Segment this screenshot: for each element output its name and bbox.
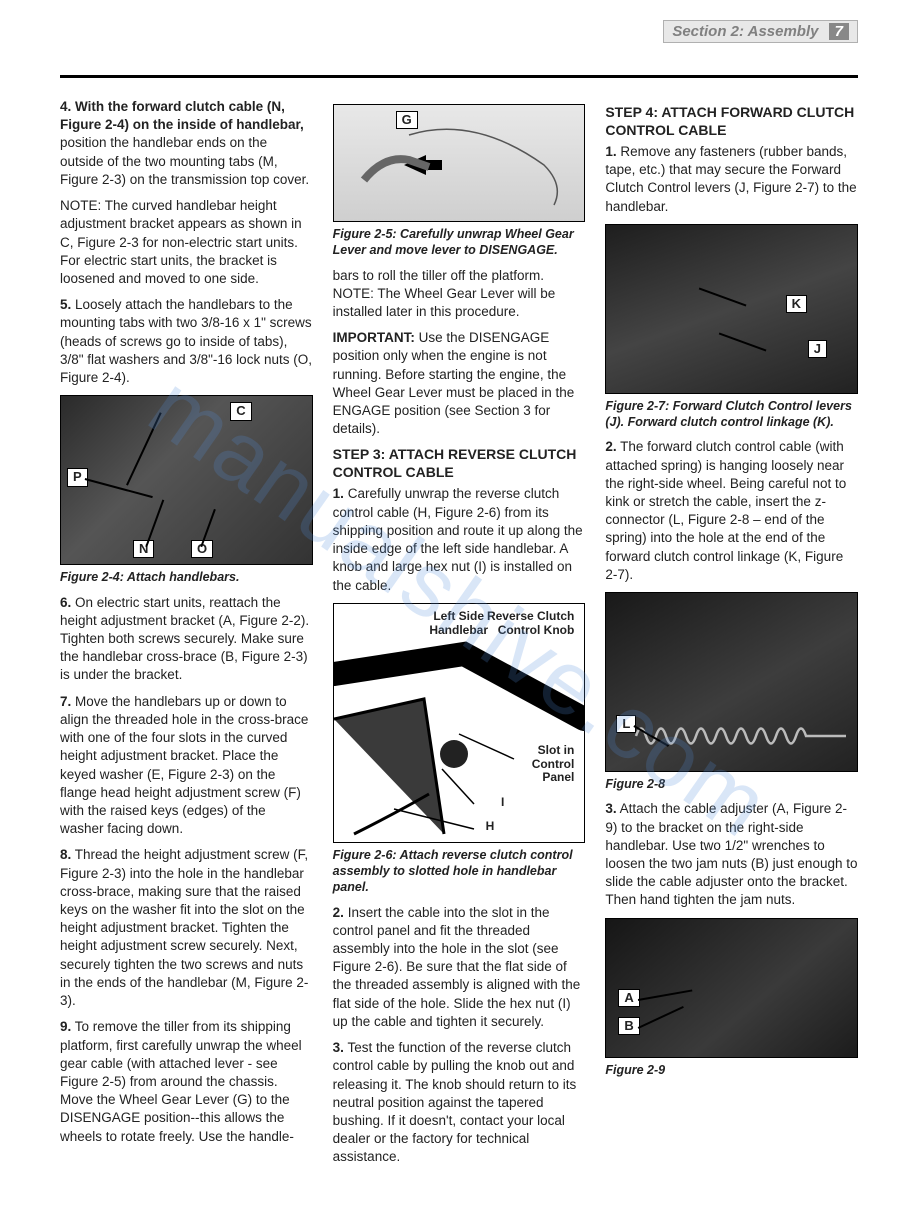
fig28-caption: Figure 2-8 xyxy=(605,776,858,792)
c2-p2-rest: Use the DISENGAGE position only when the… xyxy=(333,330,575,436)
fig29-label-a: A xyxy=(618,989,639,1007)
c3-p3: 3. Attach the cable adjuster (A, Figure … xyxy=(605,800,858,909)
c1-p1-rest: position the handlebar ends on the outsi… xyxy=(60,135,309,186)
page: Section 2: Assembly 7 manualshive.com 4.… xyxy=(0,0,918,1215)
fig24-leader-2 xyxy=(85,478,153,498)
c3-p2-rest: The forward clutch control cable (with a… xyxy=(605,439,846,582)
c3-p1-rest: Remove any fasteners (rubber bands, tape… xyxy=(605,144,856,214)
c1-p6-bold: 8. xyxy=(60,847,71,862)
c3-p3-rest: Attach the cable adjuster (A, Figure 2-9… xyxy=(605,801,857,907)
figure-2-4: C P N O xyxy=(60,395,313,565)
c3-p3-bold: 3. xyxy=(605,801,616,816)
c2-p4: 2. Insert the cable into the slot in the… xyxy=(333,904,586,1032)
header-bar: Section 2: Assembly 7 xyxy=(663,20,858,43)
c3-p2: 2. The forward clutch control cable (wit… xyxy=(605,438,858,584)
c3-p1: 1. Remove any fasteners (rubber bands, t… xyxy=(605,143,858,216)
fig26-caption: Figure 2-6: Attach reverse clutch contro… xyxy=(333,847,586,896)
fig24-label-c: C xyxy=(230,402,251,420)
c1-p6: 8. Thread the height adjustment screw (F… xyxy=(60,846,313,1010)
c1-p3: 5. Loosely attach the handlebars to the … xyxy=(60,296,313,387)
c2-p3: 1. Carefully unwrap the reverse clutch c… xyxy=(333,485,586,594)
c1-p2: NOTE: The curved handlebar height adjust… xyxy=(60,197,313,288)
top-rule xyxy=(60,75,858,78)
fig29-label-b: B xyxy=(618,1017,639,1035)
fig27-leader-1 xyxy=(699,288,746,307)
c1-p7: 9. To remove the tiller from its shippin… xyxy=(60,1018,313,1146)
c1-p5-bold: 7. xyxy=(60,694,71,709)
fig29-leader-2 xyxy=(638,1006,684,1028)
c3-p2-bold: 2. xyxy=(605,439,616,454)
c1-p6-rest: Thread the height adjustment screw (F, F… xyxy=(60,847,308,1008)
c2-p5-bold: 3. xyxy=(333,1040,344,1055)
c2-p4-rest: Insert the cable into the slot in the co… xyxy=(333,905,581,1029)
c1-p7-rest: To remove the tiller from its shipping p… xyxy=(60,1019,302,1143)
c1-p4: 6. On electric start units, reattach the… xyxy=(60,594,313,685)
c2-p4-bold: 2. xyxy=(333,905,344,920)
step3-heading: STEP 3: ATTACH REVERSE CLUTCH CONTROL CA… xyxy=(333,446,586,481)
fig24-leader-3 xyxy=(145,500,164,547)
c1-p4-rest: On electric start units, reattach the he… xyxy=(60,595,309,683)
column-3: STEP 4: ATTACH FORWARD CLUTCH CONTROL CA… xyxy=(605,98,858,1175)
c2-p3-rest: Carefully unwrap the reverse clutch cont… xyxy=(333,486,583,592)
figure-2-9: A B xyxy=(605,918,858,1058)
figure-2-6: Left Side Handlebar Reverse Clutch Contr… xyxy=(333,603,586,843)
fig25-sketch xyxy=(334,105,585,221)
header-page-num: 7 xyxy=(829,23,849,40)
column-1: 4. With the forward clutch cable (N, Fig… xyxy=(60,98,313,1175)
c2-p2: IMPORTANT: Use the DISENGAGE position on… xyxy=(333,329,586,438)
fig24-label-n: N xyxy=(133,540,154,558)
c2-p5-rest: Test the function of the reverse clutch … xyxy=(333,1040,577,1164)
fig27-leader-2 xyxy=(719,333,766,352)
fig27-label-j: J xyxy=(808,340,827,358)
c1-p1-bold: 4. With the forward clutch cable (N, Fig… xyxy=(60,99,304,132)
c1-p4-bold: 6. xyxy=(60,595,71,610)
c1-p1: 4. With the forward clutch cable (N, Fig… xyxy=(60,98,313,189)
fig29-leader-1 xyxy=(638,989,692,1000)
c2-p2-bold: IMPORTANT: xyxy=(333,330,415,345)
c3-p1-bold: 1. xyxy=(605,144,616,159)
c2-p3-bold: 1. xyxy=(333,486,344,501)
c2-p5: 3. Test the function of the reverse clut… xyxy=(333,1039,586,1167)
step4-heading: STEP 4: ATTACH FORWARD CLUTCH CONTROL CA… xyxy=(605,104,858,139)
fig29-caption: Figure 2-9 xyxy=(605,1062,858,1078)
figure-2-7: K J xyxy=(605,224,858,394)
c1-p5-rest: Move the handlebars up or down to align … xyxy=(60,694,308,837)
fig26-sketch xyxy=(334,604,585,842)
header-section: Section 2: Assembly xyxy=(672,23,818,40)
c1-p3-rest: Loosely attach the handlebars to the mou… xyxy=(60,297,312,385)
fig28-spring-icon xyxy=(626,711,846,761)
c2-p1: bars to roll the tiller off the platform… xyxy=(333,267,586,322)
fig25-caption: Figure 2-5: Carefully unwrap Wheel Gear … xyxy=(333,226,586,259)
figure-2-8: L xyxy=(605,592,858,772)
fig27-label-k: K xyxy=(786,295,807,313)
columns: 4. With the forward clutch cable (N, Fig… xyxy=(60,98,858,1175)
figure-2-5: G xyxy=(333,104,586,222)
fig24-leader-1 xyxy=(127,413,162,486)
fig27-caption: Figure 2-7: Forward Clutch Control lever… xyxy=(605,398,858,431)
c1-p3-bold: 5. xyxy=(60,297,71,312)
c1-p7-bold: 9. xyxy=(60,1019,71,1034)
fig24-caption: Figure 2-4: Attach handlebars. xyxy=(60,569,313,585)
column-2: G Figure 2-5: Carefully unwrap Wheel Gea… xyxy=(333,98,586,1175)
c1-p5: 7. Move the handlebars up or down to ali… xyxy=(60,693,313,839)
